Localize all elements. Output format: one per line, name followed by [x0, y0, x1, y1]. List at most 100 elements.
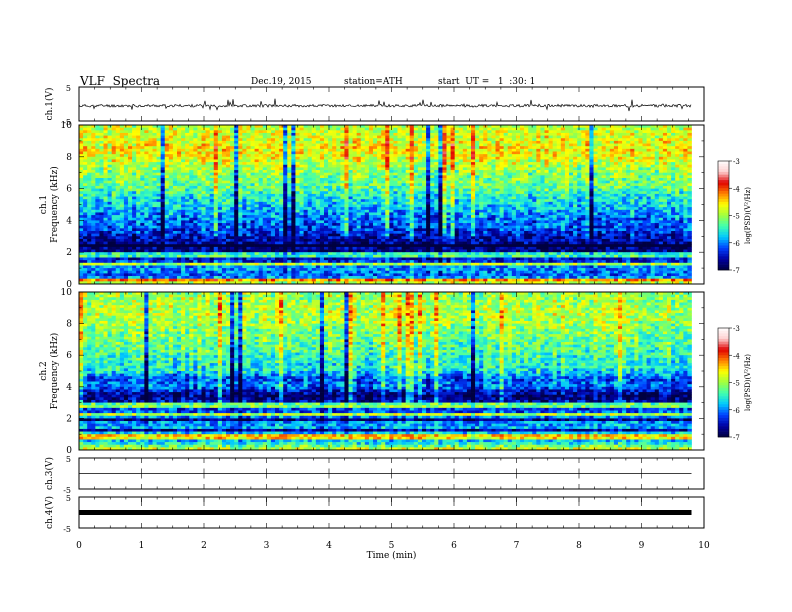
spectrogram-cell [642, 127, 647, 131]
spectrogram-cell [536, 207, 541, 211]
spectrogram-cell [479, 188, 484, 192]
spectrogram-cell [589, 151, 594, 155]
spectrogram-cell [528, 156, 533, 160]
spectrogram-cell [569, 199, 574, 203]
spectrogram-cell [389, 207, 394, 211]
spectrogram-cell [275, 138, 280, 142]
spectrogram-cell [291, 138, 296, 142]
spectrogram-cell [573, 125, 578, 128]
spectrogram-cell [532, 191, 537, 195]
spectrogram-cell [536, 191, 541, 195]
spectrogram-cell [593, 196, 598, 200]
spectrogram-cell [295, 199, 300, 203]
spectrogram-cell [413, 188, 419, 192]
spectrogram-cell [221, 188, 227, 192]
spectrogram-cell [434, 201, 439, 205]
spectrogram-cell [560, 151, 566, 155]
spectrogram-cell [156, 167, 162, 171]
spectrogram-cell [499, 143, 505, 147]
spectrogram-cell [638, 138, 643, 142]
spectrogram-cell [450, 191, 456, 195]
spectrogram-cell [499, 172, 505, 176]
spectrogram-cell [626, 162, 631, 166]
spectrogram-cell [373, 170, 378, 174]
spectrogram-cell [140, 201, 145, 205]
spectrogram-cell [360, 188, 366, 192]
spectrogram-cell [385, 146, 390, 150]
spectrogram-cell [528, 135, 533, 139]
spectrogram-cell [430, 207, 435, 211]
spectrogram-cell [552, 127, 558, 131]
spectrogram-cell [140, 178, 145, 181]
spectrogram-cell [291, 127, 296, 131]
spectrogram-cell [364, 172, 370, 176]
spectrogram-cell [172, 191, 178, 195]
spectrogram-cell [119, 191, 125, 195]
spectrogram-cell [573, 170, 578, 174]
spectrogram-cell [83, 138, 88, 142]
spectrogram-cell [270, 127, 276, 131]
spectrogram-cell [311, 162, 317, 166]
spectrogram-cell [454, 196, 460, 200]
spectrogram-cell [340, 170, 345, 174]
spectrogram-cell [626, 140, 631, 144]
spectrogram-cell [413, 138, 419, 142]
spectrogram-cell [540, 188, 545, 192]
spectrogram-cell [164, 164, 170, 168]
spectrogram-cell [123, 170, 129, 174]
spectrogram-cell [671, 159, 676, 163]
spectrogram-cell [654, 140, 660, 144]
spectrogram-cell [352, 191, 358, 195]
spectrogram-cell [324, 151, 329, 155]
spectrogram-cell [483, 140, 488, 144]
spectrogram-cell [601, 138, 607, 142]
spectrogram-cell [319, 156, 325, 160]
spectrogram-cell [687, 204, 692, 208]
spectrogram-cell [83, 146, 88, 150]
spectrogram-cell [95, 193, 100, 197]
spectrogram-cell [597, 127, 603, 131]
spectrogram-cell [471, 170, 476, 174]
spectrogram-cell [136, 209, 141, 213]
spectrogram-cell [593, 191, 598, 195]
spectrogram-cell [654, 151, 660, 155]
spectrogram-cell [381, 185, 386, 189]
spectrogram-cell [287, 148, 292, 152]
spectrogram-cell [209, 127, 215, 131]
spectrogram-cell [573, 185, 578, 189]
spectrogram-cell [246, 209, 251, 213]
spectrogram-cell [299, 125, 304, 128]
spectrogram-cell [115, 170, 121, 174]
spectrogram-cell [242, 162, 247, 166]
spectrogram-cell [667, 188, 672, 192]
spectrogram-cell [658, 183, 664, 187]
spectrogram-cell [487, 185, 492, 189]
spectrogram-cell [324, 185, 329, 189]
spectrogram-cell [638, 162, 643, 166]
spectrogram-cell [597, 193, 603, 197]
spectrogram-cell [348, 138, 353, 142]
spectrogram-cell [132, 125, 137, 128]
spectrogram-cell [226, 193, 231, 197]
spectrogram-cell [140, 170, 145, 174]
spectrogram-cell [540, 125, 545, 128]
spectrogram-cell [234, 185, 239, 189]
spectrogram-cell [197, 164, 202, 168]
spectrogram-cell [667, 167, 672, 171]
spectrogram-cell [381, 162, 386, 166]
spectrogram-cell [348, 156, 353, 160]
spectrogram-cell [381, 143, 386, 147]
spectrogram-cell [156, 140, 162, 144]
spectrogram-cell [152, 132, 157, 136]
spectrogram-cell [254, 183, 260, 187]
spectrogram-cell [242, 199, 247, 203]
spectrogram-cell [426, 172, 431, 176]
spectrogram-cell [140, 146, 145, 150]
spectrogram-cell [311, 151, 317, 155]
spectrogram-cell [646, 156, 652, 160]
spectrogram-cell [205, 143, 211, 147]
spectrogram-cell [364, 180, 370, 184]
spectrogram-cell [515, 156, 521, 160]
spectrogram-cell [311, 159, 317, 163]
spectrogram-cell [336, 132, 341, 136]
